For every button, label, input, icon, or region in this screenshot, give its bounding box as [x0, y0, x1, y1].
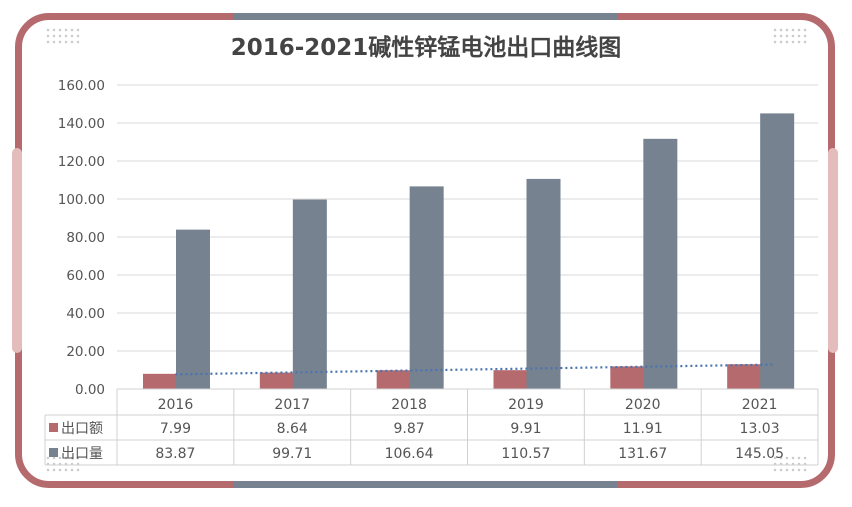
x-tick-label: 2020	[625, 397, 661, 413]
x-tick-label: 2021	[742, 397, 778, 413]
data-label: 131.67	[618, 446, 667, 462]
x-tick-label: 2017	[274, 397, 310, 413]
y-tick-label: 20.00	[66, 344, 105, 360]
data-label: 8.64	[277, 421, 308, 437]
bar-export-value	[493, 370, 528, 389]
dots-decoration	[772, 455, 808, 473]
bar-export-value	[727, 364, 762, 389]
y-tick-label: 160.00	[58, 78, 105, 94]
data-label: 13.03	[740, 421, 780, 437]
bar-export-value	[610, 366, 645, 389]
legend-swatch	[49, 448, 58, 457]
legend-label: 出口额	[61, 421, 103, 437]
bar-export-volume	[409, 186, 444, 389]
frame-accent-top	[233, 13, 617, 20]
x-tick-label: 2019	[508, 397, 544, 413]
data-label: 106.64	[385, 446, 434, 462]
y-tick-label: 80.00	[66, 230, 105, 246]
y-tick-label: 60.00	[66, 268, 105, 284]
x-tick-label: 2016	[158, 397, 194, 413]
bar-export-value	[376, 370, 411, 389]
y-tick-label: 140.00	[58, 116, 105, 132]
data-label: 99.71	[272, 446, 312, 462]
bar-export-volume	[526, 178, 561, 389]
dots-decoration	[772, 27, 808, 45]
data-label: 9.87	[393, 421, 424, 437]
bar-export-volume	[292, 199, 327, 389]
bar-export-volume	[176, 229, 210, 389]
legend-swatch	[49, 423, 58, 432]
data-label: 145.05	[735, 446, 784, 462]
y-tick-label: 40.00	[66, 306, 105, 322]
data-label: 83.87	[155, 446, 195, 462]
bar-export-volume	[643, 138, 678, 389]
y-tick-label: 100.00	[58, 192, 105, 208]
frame-accent-bottom	[233, 481, 617, 488]
bar-export-value	[259, 372, 294, 389]
x-tick-label: 2018	[391, 397, 427, 413]
data-label: 11.91	[623, 421, 663, 437]
dots-decoration	[45, 455, 81, 473]
right-side-tab	[828, 148, 838, 353]
data-label: 7.99	[160, 421, 191, 437]
bar-export-value	[143, 373, 177, 389]
left-side-tab	[12, 148, 22, 353]
legend-label: 出口量	[61, 446, 103, 462]
dots-decoration	[45, 27, 81, 45]
y-tick-label: 0.00	[75, 382, 105, 398]
data-label: 9.91	[510, 421, 541, 437]
data-label: 110.57	[501, 446, 550, 462]
bar-export-volume	[760, 113, 795, 389]
chart-title: 2016-2021碱性锌锰电池出口曲线图	[230, 35, 622, 61]
y-tick-label: 120.00	[58, 154, 105, 170]
